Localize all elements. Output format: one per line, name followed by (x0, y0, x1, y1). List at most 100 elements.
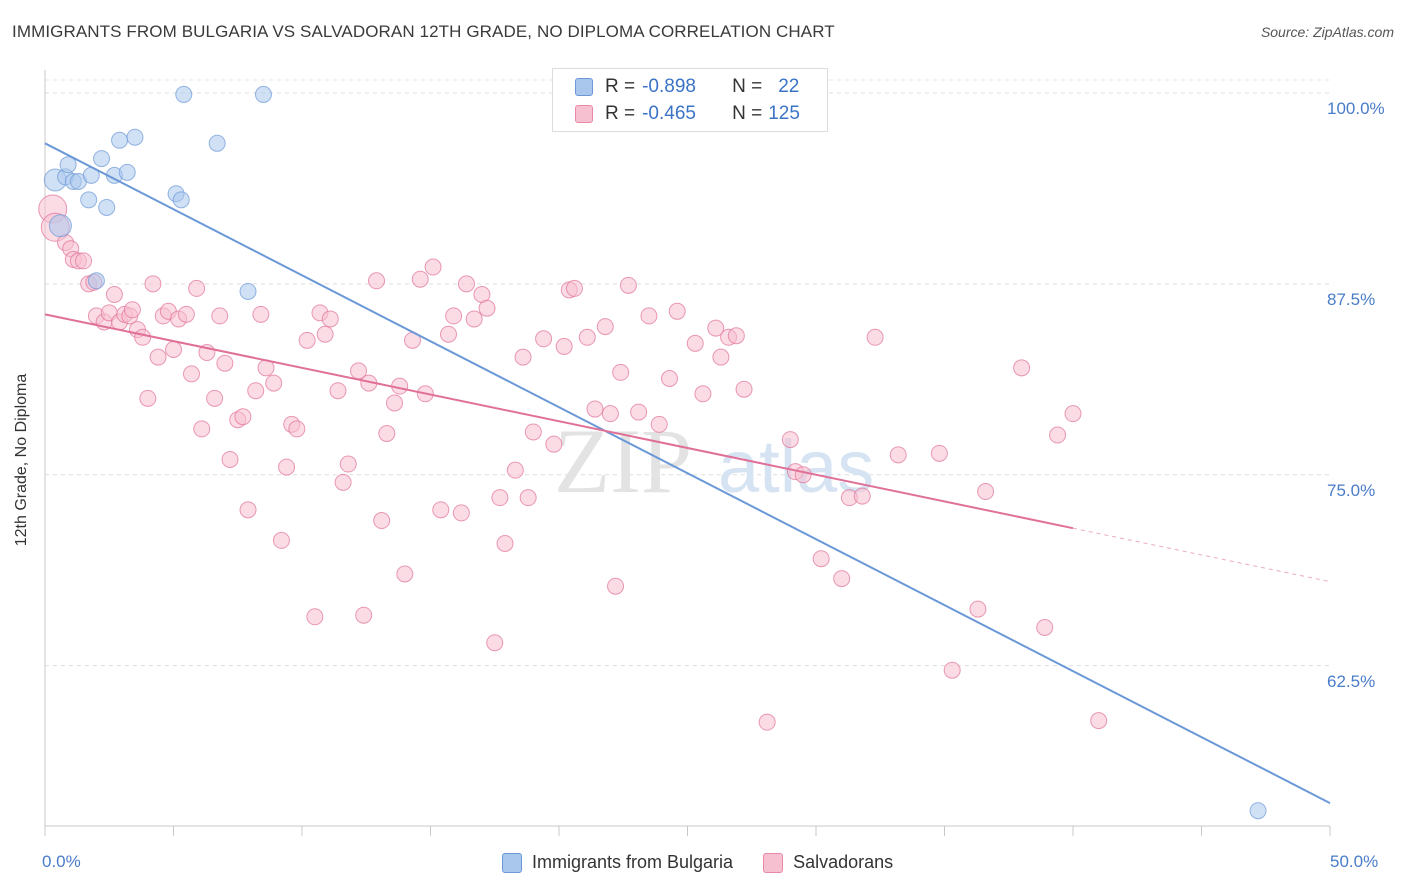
data-point (386, 394, 404, 412)
source-credit: Source: ZipAtlas.com (1260, 24, 1394, 40)
data-point (59, 156, 77, 174)
data-point (514, 348, 532, 366)
data-point (586, 400, 604, 418)
data-point (134, 328, 152, 346)
data-point (144, 275, 162, 293)
data-point (298, 331, 316, 349)
data-point (457, 275, 475, 293)
legend-n-value: 22 (778, 76, 800, 97)
data-point (496, 534, 514, 552)
data-point (524, 423, 542, 441)
data-point (252, 305, 270, 323)
y-tick-label-100: 100.0% (1327, 98, 1385, 118)
data-point (432, 501, 450, 519)
data-point (234, 408, 252, 426)
data-point (306, 608, 324, 626)
data-point (758, 713, 776, 731)
data-point (1013, 359, 1031, 377)
data-point (321, 310, 339, 328)
data-point (175, 85, 193, 103)
data-point (445, 307, 463, 325)
data-point (87, 272, 105, 290)
data-point (206, 389, 224, 407)
legend-r-label: R = (605, 76, 636, 97)
data-point (555, 337, 573, 355)
data-point (355, 606, 373, 624)
data-point (465, 310, 483, 328)
data-point (75, 252, 93, 270)
data-point (478, 299, 496, 317)
data-point (930, 444, 948, 462)
data-point (211, 307, 229, 325)
axes (44, 70, 1331, 836)
legend-r-value: -0.898 (642, 76, 696, 97)
data-point (650, 415, 668, 433)
data-point (781, 431, 799, 449)
data-point (853, 487, 871, 505)
data-point (969, 600, 987, 618)
data-points (38, 85, 1267, 820)
chart-title: IMMIGRANTS FROM BULGARIA VS SALVADORAN 1… (12, 22, 835, 41)
data-point (368, 272, 386, 290)
data-point (334, 473, 352, 491)
data-point (535, 330, 553, 348)
legend-item-bulgaria[interactable]: Immigrants from Bulgaria (502, 852, 733, 873)
trend-line-salvadorans (44, 313, 1074, 530)
data-point (396, 565, 414, 583)
data-point (208, 134, 226, 152)
data-point (686, 334, 704, 352)
data-point (48, 214, 72, 238)
data-point (105, 286, 123, 304)
y-tick-label-87-5: 87.5% (1327, 289, 1376, 309)
data-point (165, 340, 182, 358)
data-point (373, 512, 391, 530)
trend-line-salvadorans-extension (1072, 527, 1331, 583)
data-point (630, 403, 648, 421)
data-point (812, 550, 830, 568)
data-point (712, 348, 730, 366)
data-point (661, 370, 679, 388)
legend-label-bulgaria: Immigrants from Bulgaria (532, 852, 734, 872)
x-tick-label-max: 50.0% (1330, 852, 1379, 871)
data-point (619, 276, 637, 294)
data-point (889, 446, 907, 464)
data-point (486, 634, 504, 652)
data-point (118, 163, 136, 181)
y-tick-label-75: 75.0% (1327, 480, 1376, 500)
legend-n-label: N = (732, 76, 763, 97)
data-point (111, 131, 129, 149)
data-point (221, 450, 239, 468)
data-point (833, 570, 851, 588)
data-point (182, 365, 200, 383)
legend-swatch-bulgaria (575, 78, 593, 96)
legend-label-salvadorans: Salvadorans (793, 852, 894, 872)
data-point (491, 489, 509, 507)
data-point (139, 389, 157, 407)
data-point (272, 531, 290, 549)
data-point (565, 279, 583, 297)
data-point (668, 302, 686, 320)
data-point (707, 319, 725, 337)
data-point (545, 435, 563, 453)
data-point (149, 348, 167, 366)
data-point (1036, 618, 1054, 636)
data-point (735, 380, 753, 398)
data-point (612, 363, 630, 381)
data-point (93, 150, 111, 168)
data-point (172, 191, 190, 209)
data-point (640, 307, 658, 325)
data-point (126, 128, 144, 146)
legend-item-salvadorans[interactable]: Salvadorans (763, 852, 893, 873)
data-point (506, 461, 524, 479)
legend-n-label: N = (732, 103, 763, 124)
data-point (727, 327, 745, 345)
data-point (193, 420, 211, 438)
data-point (98, 198, 116, 216)
data-point (1064, 405, 1082, 423)
data-point (424, 258, 442, 276)
data-point (288, 420, 306, 438)
data-point (519, 489, 537, 507)
data-point (278, 458, 296, 476)
x-tick-label-min: 0.0% (42, 852, 81, 871)
